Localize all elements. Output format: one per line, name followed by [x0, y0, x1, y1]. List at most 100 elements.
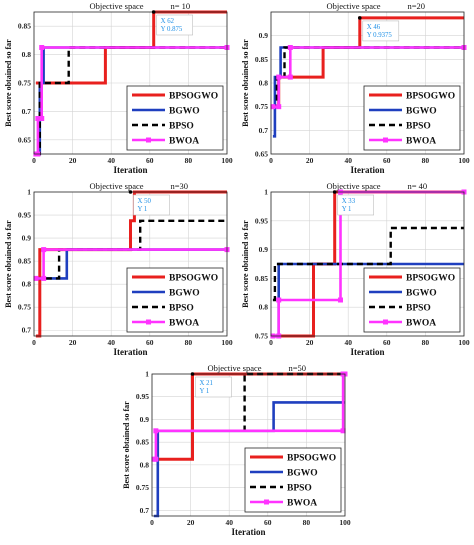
datatip-box[interactable] — [337, 194, 374, 216]
series-marker-bwoa — [337, 297, 343, 303]
datatip-x: X 50 — [138, 198, 152, 205]
x-tick-label: 40 — [107, 156, 115, 165]
axes-frame — [33, 11, 228, 155]
series-marker-bwoa — [287, 45, 293, 50]
x-tick-label: 100 — [458, 338, 470, 347]
legend-marker — [146, 137, 151, 143]
series-marker-bwoa — [39, 116, 45, 121]
x-tick-label: 100 — [458, 156, 470, 165]
datatip-marker[interactable] — [151, 10, 156, 14]
datatip-y: Y 1 — [342, 206, 352, 213]
y-tick-label: 1 — [27, 188, 31, 197]
x-tick-label: 80 — [185, 156, 193, 165]
legend-marker — [383, 137, 388, 143]
y-tick-label: 0.75 — [255, 102, 268, 111]
x-tick-label: 100 — [221, 156, 233, 165]
y-axis-label: Best score obtained so far — [241, 220, 250, 308]
datatip-marker[interactable] — [357, 16, 362, 20]
legend-label-bgwo: BGWO — [287, 469, 318, 479]
legend-label-bpso: BPSO — [287, 484, 312, 494]
x-tick-label: 40 — [344, 156, 352, 165]
y-tick-label: 0.65 — [18, 135, 31, 144]
series-marker-bwoa — [276, 104, 282, 110]
legend-label-bpso: BPSO — [406, 304, 431, 314]
chart-subtitle: n= 10 — [171, 1, 191, 11]
chart-subtitle: n= 40 — [408, 181, 428, 191]
y-tick-label: 0.7 — [22, 107, 32, 116]
legend-label-bwoa: BWOA — [169, 319, 199, 329]
x-tick-label: 0 — [32, 338, 36, 347]
x-tick-label: 0 — [32, 156, 36, 165]
datatip-box[interactable] — [195, 376, 232, 398]
x-axis-label: Iteration — [114, 165, 148, 175]
legend-label-bpsogwo: BPSOGWO — [406, 274, 455, 284]
legend-marker — [264, 499, 269, 505]
legend-label-bpsogwo: BPSOGWO — [169, 92, 218, 102]
legend-label-bwoa: BWOA — [406, 319, 436, 329]
y-tick-label: 1 — [264, 188, 268, 197]
x-tick-label: 80 — [422, 338, 430, 347]
datatip-marker[interactable] — [128, 190, 133, 194]
legend-label-bpsogwo: BPSOGWO — [406, 92, 455, 102]
legend-label-bgwo: BGWO — [406, 107, 437, 117]
y-tick-label: 1 — [145, 370, 149, 379]
subplot-5: 0 20 40 60 80 100 0.7 0.75 0.8 0.85 0.9 0.95 1 Iterat… — [122, 363, 351, 537]
y-tick-label: 0.9 — [259, 245, 269, 254]
y-tick-label: 0.8 — [140, 460, 150, 469]
x-tick-label: 80 — [185, 338, 193, 347]
series-marker-bwoa — [340, 428, 346, 434]
x-tick-label: 60 — [146, 156, 154, 165]
x-tick-label: 20 — [306, 156, 314, 165]
datatip-y: Y 1 — [138, 206, 148, 213]
subplot-3: 0 20 40 60 80 100 0.7 0.75 0.8 0.85 0.9 0.95 1 Iterat… — [4, 181, 233, 357]
datatip-marker[interactable] — [190, 372, 195, 376]
series-marker-bwoa — [39, 45, 45, 50]
series-marker-bwoa — [35, 116, 41, 121]
y-tick-label: 0.75 — [18, 303, 31, 312]
series-marker-bwoa — [276, 74, 282, 80]
legend-label-bwoa: BWOA — [287, 499, 317, 509]
chart-subtitle: n=50 — [289, 363, 307, 373]
y-tick-label: 0.75 — [18, 79, 31, 88]
legend-label-bwoa: BWOA — [169, 137, 199, 147]
subplot-1: 0 20 40 60 80 100 0.65 0.7 0.75 0.8 0.85 Iteration B… — [4, 1, 233, 175]
x-tick-label: 100 — [339, 518, 351, 527]
x-tick-label: 80 — [303, 518, 311, 527]
x-tick-label: 40 — [107, 338, 115, 347]
x-tick-label: 20 — [69, 156, 77, 165]
y-tick-label: 0.9 — [22, 234, 32, 243]
y-axis-label: Best score obtained so far — [122, 401, 131, 489]
series-marker-bwoa — [33, 275, 39, 281]
x-tick-label: 20 — [306, 338, 314, 347]
datatip-box[interactable] — [156, 14, 193, 36]
series-line-bwoa — [35, 248, 227, 280]
y-tick-label: 0.95 — [18, 211, 31, 220]
datatip-marker[interactable] — [332, 190, 337, 194]
datatip-box[interactable] — [133, 194, 170, 216]
y-tick-label: 0.85 — [255, 274, 268, 283]
legend-label-bwoa: BWOA — [406, 137, 436, 147]
y-tick-label: 0.8 — [22, 280, 32, 289]
y-tick-label: 0.65 — [255, 150, 268, 159]
y-tick-label: 0.7 — [22, 326, 32, 335]
legend: BPSOGWO BGWO BPSO BWOA — [126, 267, 224, 333]
legend-label-bpso: BPSO — [169, 304, 194, 314]
x-tick-label: 40 — [344, 338, 352, 347]
legend-marker — [146, 319, 151, 325]
datatip-x: X 21 — [200, 380, 213, 387]
chart-title: Objective space — [89, 1, 143, 11]
x-tick-label: 100 — [221, 338, 233, 347]
legend: BPSOGWO BGWO BPSO BWOA — [126, 85, 224, 151]
x-tick-label: 60 — [383, 156, 391, 165]
y-tick-label: 0.85 — [255, 55, 268, 64]
x-tick-label: 40 — [225, 518, 233, 527]
y-axis-label: Best score obtained so far — [241, 39, 250, 127]
y-tick-label: 0.9 — [259, 31, 269, 40]
legend: BPSOGWO BGWO BPSO BWOA — [363, 267, 461, 333]
legend-label-bpso: BPSO — [169, 122, 194, 132]
datatip-box[interactable] — [362, 20, 400, 42]
x-axis-label: Iteration — [351, 165, 385, 175]
datatip-x: X 62 — [161, 18, 175, 25]
